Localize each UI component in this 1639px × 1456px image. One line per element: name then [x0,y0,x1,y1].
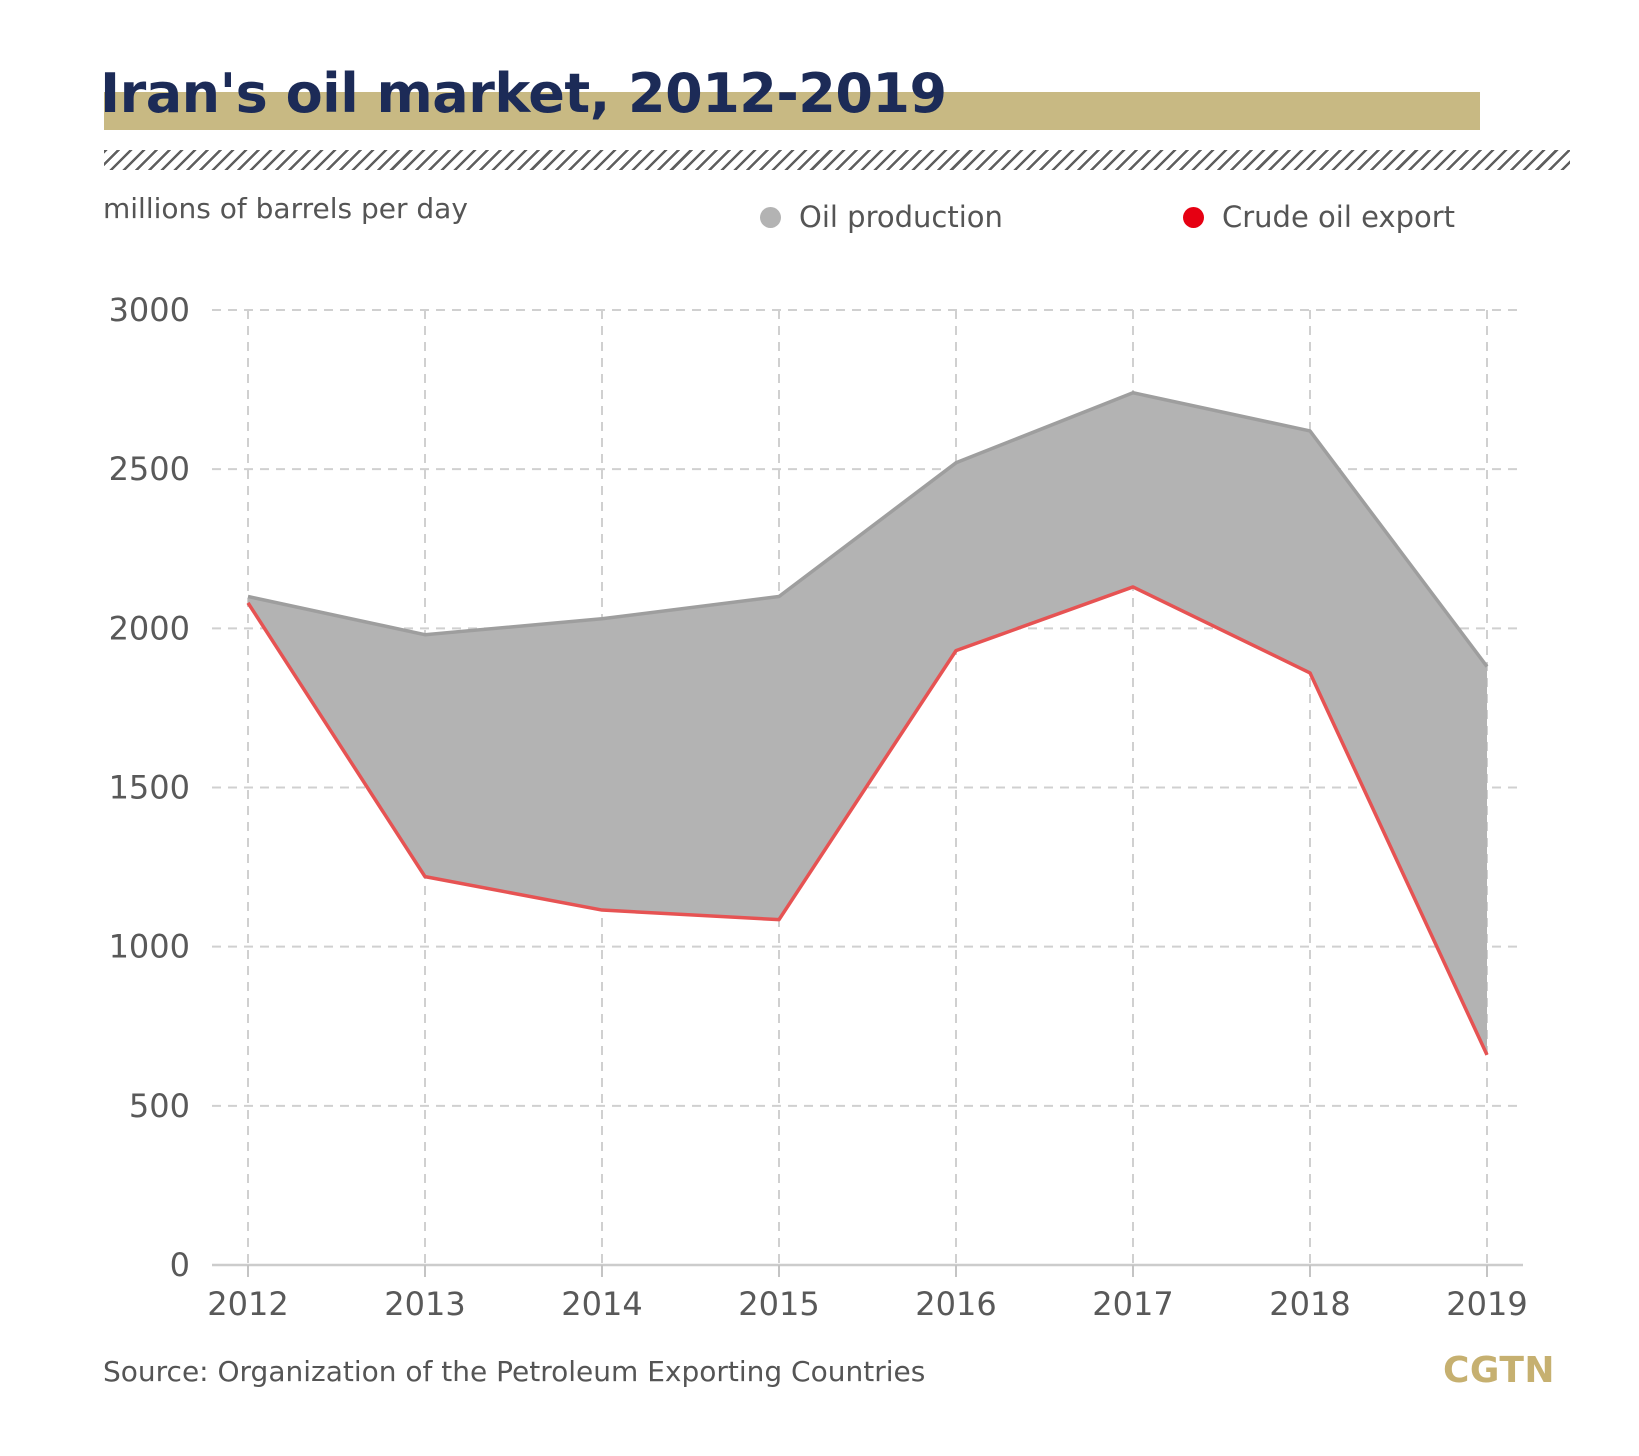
legend-label-crude-oil-export: Crude oil export [1222,200,1456,234]
crude-oil-export-line [246,585,1489,1056]
hatched-divider [104,150,1570,170]
y-tick-label: 3000 [109,291,190,329]
x-tick-label: 2013 [384,1285,465,1323]
x-tick-label: 2018 [1269,1285,1350,1323]
x-tick-label: 2015 [738,1285,819,1323]
production-export-area [248,392,1487,1055]
x-tick-label: 2017 [1092,1285,1173,1323]
x-tick-label: 2019 [1446,1285,1527,1323]
legend-dot-crude-oil-export [1183,206,1204,228]
legend-item-crude-oil-export: Crude oil export [1183,200,1455,234]
y-tick-label: 2000 [109,609,190,647]
source-note: Source: Organization of the Petroleum Ex… [103,1355,926,1388]
x-tick-label: 2012 [207,1285,288,1323]
legend-item-oil-production: Oil production [760,200,1003,234]
y-tick-label: 2500 [109,450,190,488]
y-tick-label: 1500 [109,769,190,807]
y-tick-label: 0 [170,1246,190,1284]
legend-label-oil-production: Oil production [799,200,1003,234]
x-tick-label: 2014 [561,1285,642,1323]
legend-dot-oil-production [760,206,781,228]
y-tick-label: 1000 [109,928,190,966]
chart-title: Iran's oil market, 2012-2019 [100,62,947,125]
oil-production-line [247,391,1489,668]
title-highlight-bar [104,92,1480,130]
y-tick-label: 500 [129,1087,190,1125]
x-tick-label: 2016 [915,1285,996,1323]
unit-label: millions of barrels per day [103,192,468,225]
cgtn-logo: CGTN [1443,1350,1556,1391]
